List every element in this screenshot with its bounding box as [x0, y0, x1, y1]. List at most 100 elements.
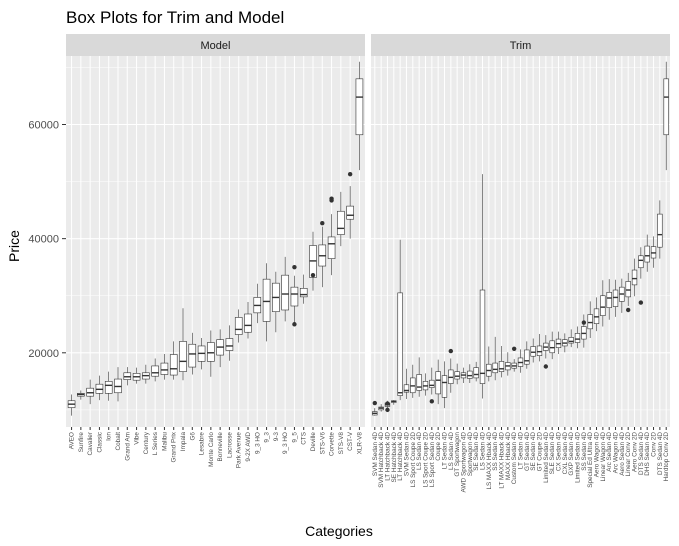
x-tick-label: Linear Wagon 4D [600, 432, 607, 482]
x-tick-label: SS Sedan 4D [492, 432, 499, 471]
panel-trim-x-ticks: SVM Sedan 4D SVM Hatchback 4D LT Hatchback… [372, 427, 670, 493]
box-iqr [644, 245, 650, 263]
panel-model-background [66, 56, 365, 427]
box-iqr [290, 286, 299, 307]
box-iqr [498, 361, 505, 372]
x-tick-label: AVEO [69, 432, 76, 449]
x-tick-label: STS-V6 [319, 432, 326, 455]
box-iqr [403, 384, 410, 393]
box-iqr [188, 343, 197, 368]
x-tick-label: CX Sedan 4D [556, 432, 563, 471]
x-tick-label: Corvette [329, 432, 336, 457]
box-iqr [244, 313, 252, 333]
x-tick-label: SE Sedan 4D [473, 432, 480, 471]
x-tick-label: Sportwagon 4D [467, 432, 474, 476]
x-tick-label: 9-3 [273, 432, 280, 442]
x-tick-label: SVM Sedan 4D [403, 432, 410, 476]
box-iqr [355, 78, 364, 136]
x-tick-label: 9_3 [264, 432, 271, 443]
x-tick-label: DTS Sedan 4D [657, 432, 664, 475]
box-iqr [631, 269, 638, 286]
x-tick-label: CTS [301, 432, 308, 445]
x-tick-label: Grand Prix [171, 431, 178, 462]
x-tick-label: Aero Wagon 4D [594, 432, 601, 478]
box-outlier [292, 264, 297, 270]
box-iqr [473, 367, 479, 379]
box-iqr [169, 354, 178, 376]
box-outlier [347, 171, 353, 177]
x-tick-label: LT Hatchback 4D [384, 432, 391, 481]
x-tick-label: LS Sedan 4D [448, 432, 455, 470]
x-tick-label: STS-V8 [338, 432, 345, 455]
x-tick-label: Grand Am [124, 432, 131, 461]
strip-label-trim: Trim [510, 40, 532, 52]
x-tick-label: DHS Sedan 4D [644, 432, 651, 476]
y-axis-title: Price [6, 230, 22, 262]
x-tick-label: Century [143, 431, 150, 454]
strip-label-model: Model [201, 40, 231, 52]
x-tick-label: GXP Sedan 4D [568, 432, 575, 476]
box-iqr [429, 379, 435, 388]
box-outlier [385, 407, 390, 413]
x-tick-label: LS Sport Coupe 2D [422, 432, 429, 488]
x-tick-label: Limited Sedan 4D [543, 432, 550, 483]
box-iqr [568, 337, 574, 344]
box-iqr [606, 291, 612, 309]
x-tick-label: Aero Conv 2D [632, 432, 639, 473]
x-tick-label: Cobalt [115, 432, 122, 451]
panel-model-x-ticks: AVEO Sunfire Cavalier Classic Ion Cobalt Grand… [69, 427, 363, 469]
box-outlier [448, 348, 454, 354]
x-tick-label: LS Sedan 4D [416, 432, 423, 470]
x-tick-label: SS Sedan 4D [581, 432, 588, 471]
box-iqr [225, 338, 234, 351]
x-tick-label: LT Hatchback 4D [397, 432, 404, 481]
x-tick-label: LS Sport Sedan 4D [429, 432, 436, 487]
x-tick-label: Arc Sedan 4D [606, 432, 613, 472]
y-tick-label: 60000 [28, 119, 59, 131]
x-tick-label: Park Avenue [236, 432, 243, 469]
x-tick-label: DTS Sedan 4D [638, 432, 645, 475]
box-iqr [467, 370, 473, 379]
box-iqr [657, 213, 663, 248]
x-tick-label: L Series [152, 432, 159, 455]
y-axis-ticks: 20000 40000 60000 [28, 119, 66, 360]
box-iqr [536, 345, 543, 356]
x-tick-label: AWD Sportwagon 4D [460, 432, 467, 493]
box-iqr [454, 371, 460, 380]
box-outlier [329, 196, 334, 201]
x-tick-label: Lesabre [199, 432, 206, 456]
box-iqr [160, 362, 169, 375]
box-iqr [299, 288, 308, 298]
x-tick-label: GT Sedan 4D [524, 432, 531, 471]
y-tick-label: 20000 [28, 348, 59, 360]
box-outlier [638, 300, 644, 305]
y-tick-label: 40000 [28, 234, 59, 246]
x-tick-label: Sunfire [78, 432, 85, 453]
box-iqr [346, 205, 354, 220]
box-iqr [262, 278, 271, 322]
box-iqr [600, 295, 606, 317]
box-iqr [207, 342, 215, 362]
box-outlier [372, 400, 378, 406]
x-tick-label: XLR-V8 [356, 432, 363, 455]
box-outlier [320, 221, 325, 226]
x-tick-label: Custom Sedan 4D [511, 432, 518, 485]
x-tick-label: LT Sedan 4D [441, 432, 448, 469]
x-tick-label: GT Sportwagon [454, 432, 461, 477]
box-iqr [441, 375, 448, 398]
x-tick-label: Hardtop Conv 2D [663, 432, 670, 482]
box-outlier [511, 346, 517, 352]
x-tick-label: LS MAXX Hback 4D [486, 432, 493, 490]
x-axis-title: Categories [305, 523, 373, 539]
x-tick-label: G6 [189, 432, 196, 441]
x-tick-label: Conv 2D [651, 432, 658, 457]
x-tick-label: Limited Sedan 4D [575, 432, 582, 483]
x-tick-label: LT MAXX Hback 4D [498, 432, 505, 489]
strip-trim [371, 34, 670, 56]
x-tick-label: Linear Conv 2D [625, 432, 632, 477]
x-tick-label: Arc Wagon 4D [613, 432, 620, 474]
x-tick-label: 9_3 HO [254, 432, 261, 454]
box-outlier [429, 399, 435, 404]
box-iqr [151, 365, 159, 377]
